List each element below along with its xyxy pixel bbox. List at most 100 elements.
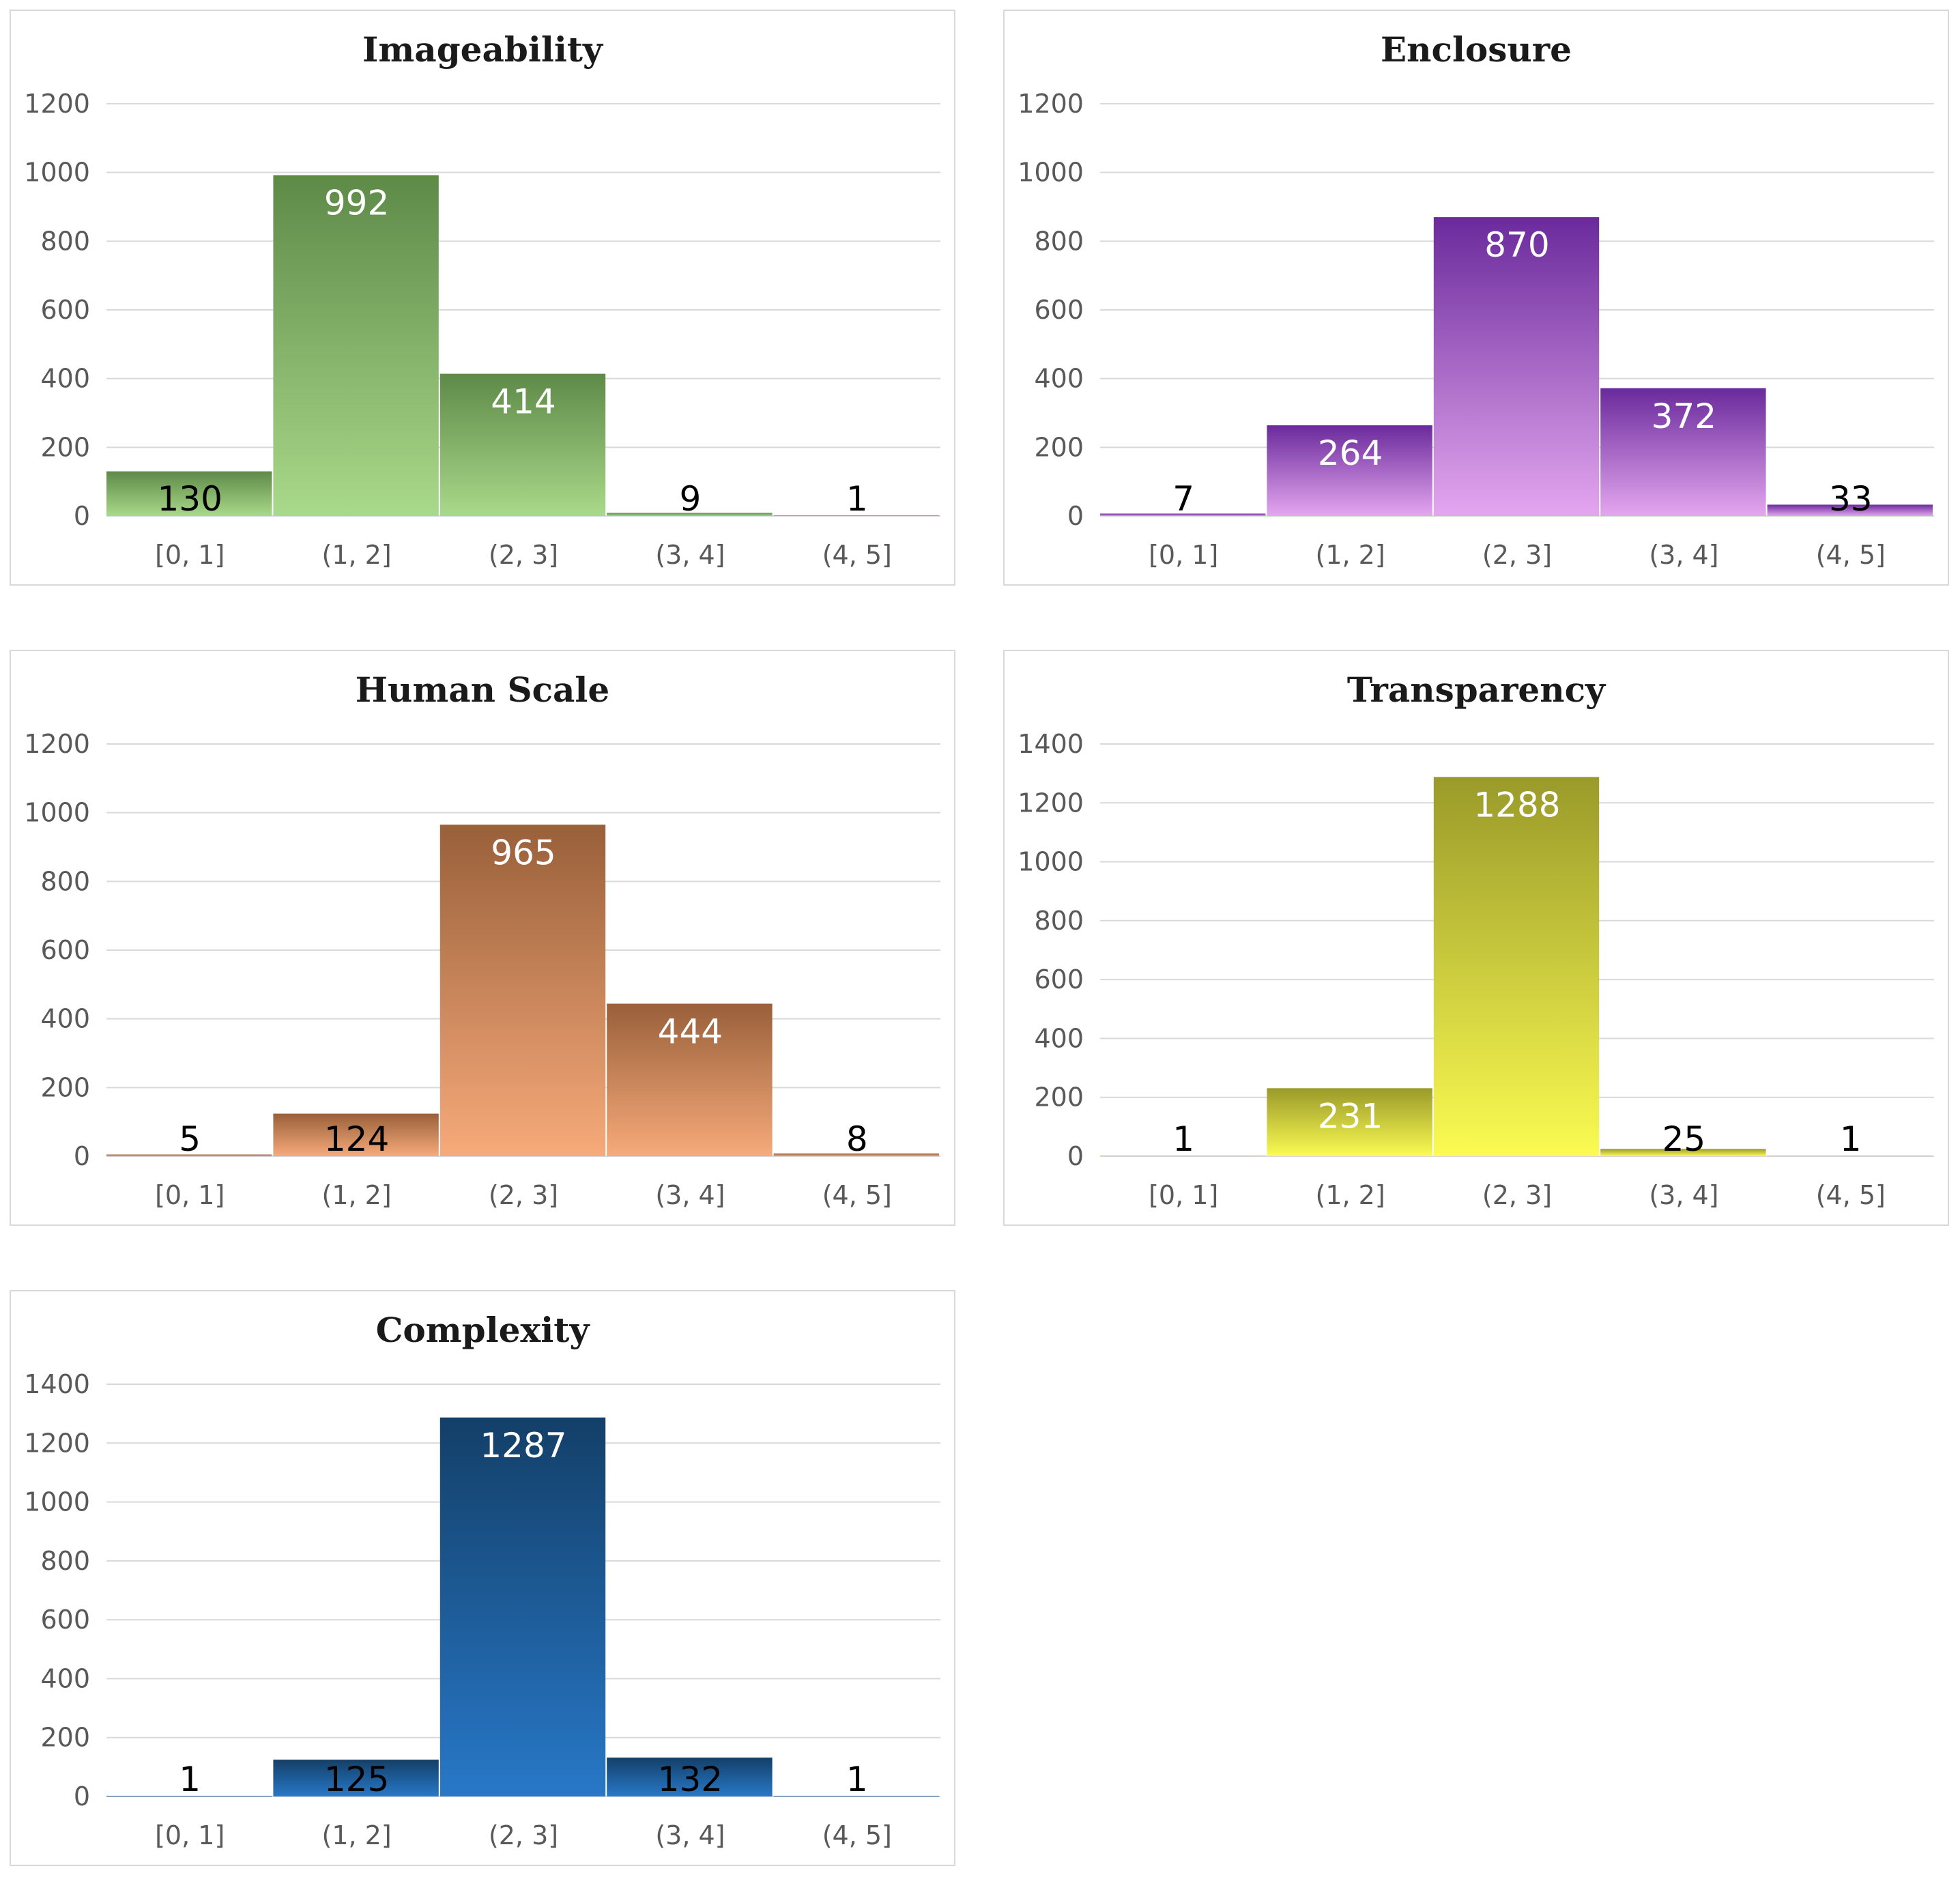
y-tick-label: 200	[40, 432, 90, 462]
y-tick-label: 400	[1034, 1023, 1084, 1053]
chart-title: Imageability	[362, 29, 604, 70]
bar	[1767, 504, 1933, 516]
chart-svg: Complexity 0 200 400 600 800 1000 1200 1400 1 [0, …	[24, 1310, 940, 1850]
x-tick-label: (1, 2]	[322, 1820, 392, 1850]
data-label: 444	[658, 1012, 723, 1052]
y-tick-label: 0	[74, 1781, 90, 1811]
data-label: 870	[1484, 225, 1549, 265]
data-label: 1	[846, 1760, 868, 1799]
data-label: 8	[846, 1119, 868, 1159]
chart-svg: Human Scale 0 200 400 600 800 1000 1200 5 [0, 1] 1…	[24, 670, 940, 1210]
chart-panel-complexity: Complexity 0 200 400 600 800 1000 1200 1400 1 [0, …	[10, 1290, 955, 1866]
data-label: 33	[1829, 479, 1873, 519]
bar	[773, 515, 939, 516]
data-label: 372	[1652, 397, 1716, 436]
y-tick-label: 0	[74, 501, 90, 531]
data-label: 5	[179, 1119, 201, 1159]
data-label: 231	[1318, 1096, 1383, 1136]
bar	[439, 825, 606, 1156]
data-label: 25	[1662, 1119, 1706, 1159]
y-tick-label: 400	[40, 364, 90, 394]
x-tick-label: (2, 3]	[489, 540, 558, 570]
bar	[1267, 1088, 1432, 1156]
x-tick-label: (2, 3]	[1482, 1180, 1552, 1210]
x-tick-label: (1, 2]	[322, 1180, 392, 1210]
data-label: 1287	[480, 1426, 566, 1465]
bar	[607, 513, 773, 516]
data-label: 1	[1840, 1119, 1862, 1159]
x-tick-label: [0, 1]	[155, 1820, 225, 1850]
y-tick-label: 400	[40, 1004, 90, 1034]
bar	[1600, 1149, 1766, 1156]
x-tick-label: [0, 1]	[1149, 1180, 1218, 1210]
y-tick-label: 400	[40, 1663, 90, 1693]
x-tick-label: (3, 4]	[1649, 540, 1718, 570]
chart-title: Transparency	[1347, 670, 1606, 710]
data-label: 7	[1172, 479, 1194, 519]
y-tick-label: 1400	[1018, 729, 1084, 759]
data-label: 130	[157, 479, 222, 519]
bar	[1267, 425, 1432, 516]
data-label: 1	[1172, 1119, 1194, 1159]
data-label: 264	[1318, 433, 1383, 473]
x-tick-label: [0, 1]	[155, 540, 225, 570]
x-tick-label: [0, 1]	[1149, 540, 1218, 570]
data-label: 132	[658, 1760, 723, 1799]
bar	[1600, 388, 1766, 516]
x-tick-label: (1, 2]	[1316, 540, 1385, 570]
x-tick-label: (3, 4]	[655, 1180, 725, 1210]
bar	[273, 1760, 439, 1796]
x-tick-label: (1, 2]	[322, 540, 392, 570]
chart-panel-transparency: Transparency 0 200 400 600 800 1000 1200 1400 1 [0…	[1003, 650, 1949, 1226]
bar	[773, 1153, 939, 1156]
bar	[273, 1113, 439, 1156]
y-tick-label: 0	[74, 1141, 90, 1171]
chart-panel-human-scale: Human Scale 0 200 400 600 800 1000 1200 5 [0, 1] 1…	[10, 650, 955, 1226]
chart-svg: Imageability 0 200 400 600 800 1000 1200 130 [0, …	[24, 29, 940, 570]
y-tick-label: 800	[1034, 226, 1084, 256]
y-tick-label: 1200	[24, 729, 90, 759]
data-label: 414	[491, 382, 556, 422]
y-tick-label: 1200	[1018, 788, 1084, 818]
bar	[607, 1003, 773, 1156]
x-tick-label: (4, 5]	[1816, 540, 1886, 570]
y-tick-label: 1000	[24, 1487, 90, 1517]
y-tick-label: 200	[40, 1072, 90, 1102]
y-tick-label: 1400	[24, 1369, 90, 1399]
y-tick-label: 1000	[24, 798, 90, 828]
y-tick-label: 0	[1067, 501, 1084, 531]
x-tick-label: (4, 5]	[1816, 1180, 1886, 1210]
data-label: 124	[324, 1119, 389, 1159]
chart-title: Human Scale	[356, 670, 609, 710]
y-tick-label: 800	[40, 1546, 90, 1576]
y-tick-label: 400	[1034, 364, 1084, 394]
bar	[273, 175, 439, 516]
bar	[439, 1417, 606, 1796]
y-tick-label: 800	[40, 866, 90, 896]
chart-title: Enclosure	[1381, 29, 1572, 70]
data-label: 1	[846, 479, 868, 519]
bar	[439, 373, 606, 516]
x-tick-label: (3, 4]	[655, 540, 725, 570]
y-tick-label: 200	[40, 1723, 90, 1753]
chart-panel-enclosure: Enclosure 0 200 400 600 800 1000 1200 7 [0, 1] 264…	[1003, 10, 1949, 586]
data-label: 1	[179, 1760, 201, 1799]
x-tick-label: (1, 2]	[1316, 1180, 1385, 1210]
x-tick-label: (3, 4]	[655, 1820, 725, 1850]
y-tick-label: 600	[40, 295, 90, 325]
bar	[106, 471, 272, 516]
y-tick-label: 800	[40, 226, 90, 256]
x-tick-label: (2, 3]	[489, 1820, 558, 1850]
bar	[1433, 217, 1600, 516]
bar	[1100, 513, 1266, 516]
y-tick-label: 600	[1034, 295, 1084, 325]
data-label: 9	[679, 479, 701, 519]
y-tick-label: 600	[1034, 964, 1084, 994]
y-tick-label: 1000	[1018, 158, 1084, 188]
data-label: 1288	[1473, 785, 1560, 825]
y-tick-label: 0	[1067, 1141, 1084, 1171]
x-tick-label: (4, 5]	[822, 540, 892, 570]
x-tick-label: (4, 5]	[822, 1180, 892, 1210]
y-tick-label: 200	[1034, 1083, 1084, 1113]
data-label: 992	[324, 184, 389, 223]
